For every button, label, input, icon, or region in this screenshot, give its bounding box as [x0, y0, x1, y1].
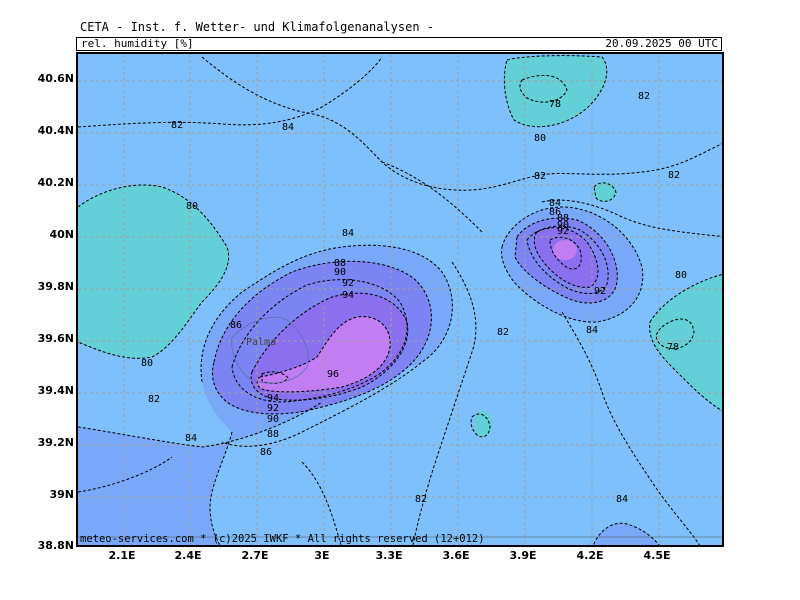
humidity-84-86-area-south — [593, 523, 659, 545]
contour-label: 92 — [342, 278, 354, 289]
y-tick-label: 40.6N — [37, 72, 74, 85]
x-tick-label: 3.3E — [375, 549, 403, 562]
contour-label: 78 — [549, 99, 561, 110]
low-humidity-area-west — [78, 184, 229, 359]
footer-credit: meteo-services.com * (c)2025 IWKF * All … — [80, 533, 485, 545]
contour-label: 82 — [415, 494, 427, 505]
contour-label: 92 — [594, 286, 606, 297]
place-label-palma: Palma — [246, 337, 277, 348]
contour-label: 90 — [557, 220, 569, 231]
contour-label: 82 — [638, 91, 650, 102]
contour-label: 90 — [334, 267, 346, 278]
x-tick-label: 2.1E — [108, 549, 136, 562]
x-tick-label: 3E — [314, 549, 330, 562]
graticule — [78, 54, 722, 545]
contour-label: 84 — [616, 494, 628, 505]
contour-label: 82 — [148, 394, 160, 405]
contour-lines — [78, 55, 722, 545]
valid-datetime: 20.09.2025 00 UTC — [605, 37, 718, 50]
x-tick-label: 2.7E — [241, 549, 269, 562]
y-tick-label: 39.8N — [37, 280, 74, 293]
contour-label: 84 — [586, 325, 598, 336]
humidity-96-area-east — [553, 240, 577, 260]
contour-label: 82 — [497, 327, 509, 338]
y-tick-label: 38.8N — [37, 539, 74, 552]
contour-label: 80 — [141, 358, 153, 369]
y-tick-label: 39.6N — [37, 332, 74, 345]
y-tick-label: 40.4N — [37, 124, 74, 137]
x-tick-label: 3.6E — [442, 549, 470, 562]
contour-label: 82 — [171, 120, 183, 131]
contour-label: 94 — [267, 393, 279, 404]
contour-label: 96 — [327, 369, 339, 380]
info-bar: rel. humidity [%] 20.09.2025 00 UTC — [76, 37, 722, 51]
low-humidity-spot — [474, 411, 492, 437]
contour-label: 86 — [549, 207, 561, 218]
contour-label-group: 82 84 80 84 78 82 80 82 82 84 86 88 90 9… — [141, 91, 687, 505]
contour-label: 86 — [230, 320, 242, 331]
contour-label: 84 — [342, 228, 354, 239]
contour-label: 82 — [668, 170, 680, 181]
contour-label: 92 — [557, 226, 569, 237]
contour-label: 80 — [675, 270, 687, 281]
contour-label: 80 — [186, 201, 198, 212]
contour-label: 88 — [267, 429, 279, 440]
low-humidity-area-east — [649, 274, 722, 411]
contour-label: 84 — [282, 122, 294, 133]
island-coastline — [231, 316, 309, 384]
contour-label: 94 — [342, 290, 354, 301]
y-tick-label: 39N — [49, 488, 74, 501]
contour-label: 86 — [260, 447, 272, 458]
parameter-label: rel. humidity [%] — [81, 37, 194, 50]
humidity-map[interactable]: 82 84 80 84 78 82 80 82 82 84 86 88 90 9… — [76, 52, 724, 547]
x-tick-label: 3.9E — [509, 549, 537, 562]
contour-label: 82 — [534, 171, 546, 182]
x-tick-label: 4.2E — [576, 549, 604, 562]
y-tick-label: 39.2N — [37, 436, 74, 449]
contour-label: 78 — [667, 342, 679, 353]
low-humidity-area-north — [504, 55, 607, 127]
contour-label: 90 — [267, 414, 279, 425]
contour-label: 80 — [534, 133, 546, 144]
contour-label: 88 — [557, 213, 569, 224]
humidity-map-svg: 82 84 80 84 78 82 80 82 82 84 86 88 90 9… — [78, 54, 722, 545]
contour-label: 84 — [549, 198, 561, 209]
x-tick-label: 4.5E — [643, 549, 671, 562]
y-tick-label: 40.2N — [37, 176, 74, 189]
chart-title: CETA - Inst. f. Wetter- und Klimafolgena… — [80, 20, 435, 34]
y-tick-label: 40N — [49, 228, 74, 241]
contour-label: 84 — [185, 433, 197, 444]
contour-label: 88 — [334, 258, 346, 269]
y-tick-label: 39.4N — [37, 384, 74, 397]
contour-label: 92 — [267, 403, 279, 414]
x-tick-label: 2.4E — [174, 549, 202, 562]
low-humidity-spot — [593, 182, 617, 202]
